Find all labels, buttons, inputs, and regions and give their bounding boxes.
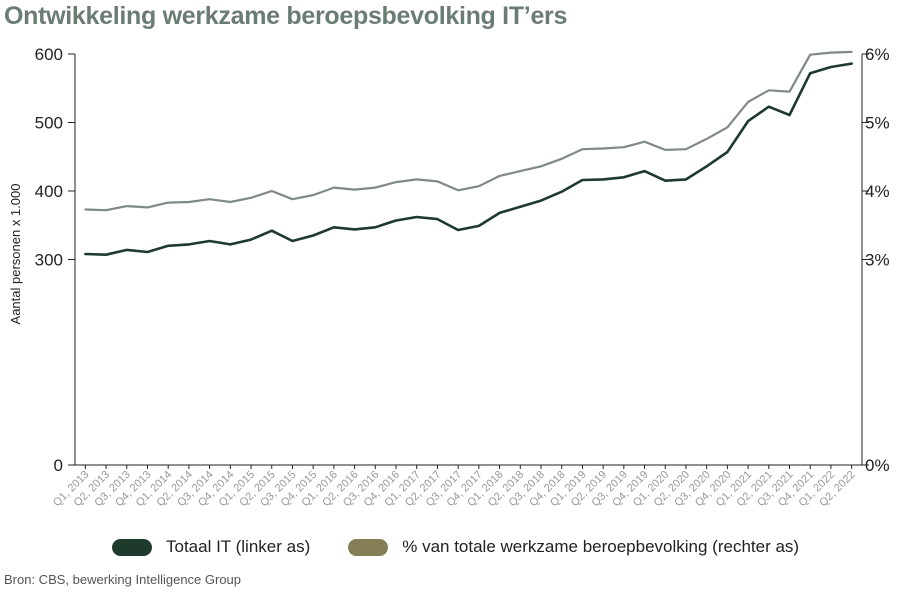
series-lines [84,50,853,256]
right-tick-label: 4% [865,182,890,201]
right-tick-label: 0% [865,456,890,475]
chart-axes [74,54,863,466]
series-line-totaal [84,62,853,256]
legend-label-percentage: % van totale werkzame beroepbevolking (r… [402,537,800,556]
legend-swatch-totaal [112,538,152,556]
legend-item-totaal: Totaal IT (linker as) [112,537,310,557]
right-tick-label: 5% [865,114,890,133]
legend-swatch-percentage [348,538,389,556]
left-tick-label: 400 [35,182,63,201]
left-tick-label: 500 [35,114,63,133]
right-tick-label: 6% [865,45,890,64]
left-tick-label: 0 [54,456,63,475]
left-axis-ticks: 0 300 400 500 600 [35,45,75,475]
left-tick-label: 600 [35,45,63,64]
y-axis-label: Aantal personen x 1.000 [8,184,23,325]
legend-label-totaal: Totaal IT (linker as) [166,537,311,556]
chart-legend: Totaal IT (linker as) % van totale werkz… [112,534,837,560]
right-axis-ticks: 0% 3% 4% 5% 6% [862,45,890,475]
legend-item-percentage: % van totale werkzame beroepbevolking (r… [348,537,799,557]
left-tick-label: 300 [35,251,63,270]
source-note: Bron: CBS, bewerking Intelligence Group [4,572,242,587]
chart-title: Ontwikkeling werkzame beroepsbevolking I… [4,2,568,30]
right-tick-label: 3% [865,251,890,270]
series-line-percentage [84,50,853,212]
